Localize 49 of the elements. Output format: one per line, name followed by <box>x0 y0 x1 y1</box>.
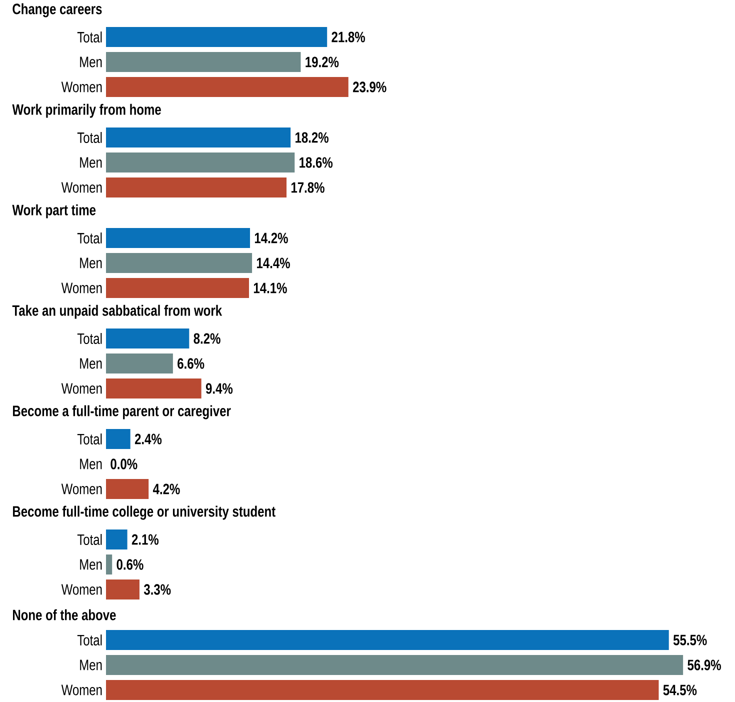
chart-title: Work part time <box>12 204 96 218</box>
y-tick-label: Men <box>80 458 102 469</box>
data-label: 0.0% <box>110 458 138 470</box>
data-label: 2.4% <box>134 433 162 444</box>
data-label: 23.9% <box>353 81 386 92</box>
y-tick-label: Women <box>61 282 102 293</box>
data-label: 55.5% <box>673 634 707 646</box>
chart-title: Become a full-time parent or caregiver <box>13 405 231 420</box>
y-tick-label: Women <box>61 383 102 394</box>
y-tick-label: Total <box>77 433 102 444</box>
data-label: 14.4% <box>256 257 290 268</box>
data-label: 56.9% <box>688 659 721 670</box>
y-tick-label: Men <box>80 559 102 570</box>
data-label: 14.2% <box>254 232 288 244</box>
chart-title: Take an unpaid sabbatical from work <box>12 304 222 319</box>
y-tick-label: Women <box>61 82 102 92</box>
data-label: 6.6% <box>178 358 204 369</box>
y-tick-label: Women <box>61 484 102 494</box>
data-label: 54.5% <box>663 684 697 696</box>
data-label: 18.2% <box>296 132 328 143</box>
y-tick-label: Total <box>77 132 102 143</box>
y-tick-label: Total <box>77 534 102 545</box>
y-tick-label: Total <box>77 332 102 344</box>
y-tick-label: Total <box>77 634 102 646</box>
data-label: 14.1% <box>254 282 287 294</box>
y-tick-label: Total <box>77 232 102 244</box>
y-tick-label: Women <box>61 182 102 192</box>
data-label: 3.3% <box>144 584 171 595</box>
data-label: 21.8% <box>332 31 365 42</box>
y-tick-label: Men <box>80 358 102 368</box>
data-label: 0.6% <box>116 558 144 570</box>
data-label: 4.2% <box>152 483 180 494</box>
y-tick-label: Men <box>80 660 102 670</box>
data-label: 18.6% <box>300 156 333 168</box>
y-tick-label: Men <box>80 56 102 67</box>
chart-title: None of the above <box>13 609 116 620</box>
chart-title: Work primarily from home <box>12 104 161 118</box>
y-tick-label: Men <box>80 258 102 268</box>
y-tick-label: Women <box>61 584 102 594</box>
data-label: 8.2% <box>194 332 220 344</box>
data-label: 19.2% <box>306 56 339 68</box>
data-label: 17.8% <box>291 182 324 193</box>
y-tick-label: Women <box>61 684 102 695</box>
y-tick-label: Men <box>80 157 102 168</box>
y-tick-label: Total <box>77 31 102 42</box>
chart-title: Become full-time college or university student <box>13 506 276 520</box>
data-label: 9.4% <box>206 382 233 394</box>
data-label: 2.1% <box>132 534 159 545</box>
chart-title: Change careers <box>12 3 102 18</box>
